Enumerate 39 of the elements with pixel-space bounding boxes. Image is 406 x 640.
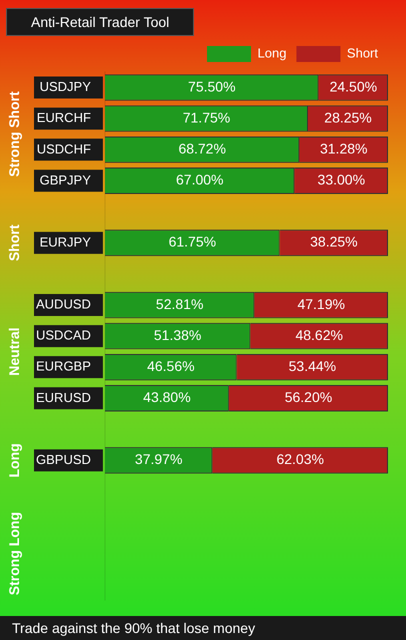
text: Strong Short [6, 91, 22, 177]
data-label: 47.19% [297, 296, 345, 312]
data-label: 75.50% [188, 78, 236, 94]
data-label: 43.80% [143, 389, 191, 406]
data-label: 61.75% [168, 234, 216, 250]
text: Long [6, 443, 22, 478]
data-label: 24.50% [330, 78, 378, 94]
data-label: 71.75% [182, 109, 230, 126]
data-label: 53.44% [288, 358, 336, 374]
y-tick-label: EURJPY [40, 234, 92, 250]
data-label: 38.25% [310, 234, 358, 250]
data-label: 48.62% [295, 326, 343, 343]
y-tick-label: AUDUSD [36, 296, 91, 312]
data-label: 51.38% [154, 326, 202, 343]
y-tick-label: GBPUSD [36, 452, 91, 467]
y-tick-label: USDCHF [36, 141, 91, 156]
data-label: 67.00% [176, 172, 224, 188]
y-tick-label: GBPJPY [40, 172, 92, 188]
legend-label: Short [346, 46, 378, 61]
legend-label: Long [258, 46, 286, 61]
data-label: 46.56% [147, 358, 195, 374]
text: Trade against the 90% that lose money [0, 616, 406, 640]
data-label: 56.20% [284, 389, 332, 406]
data-label: 37.97% [134, 451, 182, 468]
text: Short [6, 224, 22, 262]
y-tick-label: USDJPY [40, 79, 92, 94]
data-label: 31.28% [320, 140, 368, 157]
y-tick-label: EURGBP [36, 358, 91, 374]
text: Strong Long [6, 512, 22, 596]
data-label: 52.81% [156, 296, 204, 312]
data-label: 62.03% [276, 451, 324, 468]
data-label: 28.25% [324, 109, 372, 126]
chart-title: Anti-Retail Trader Tool [6, 8, 194, 36]
y-tick-label: EURUSD [36, 390, 91, 405]
data-label: 68.72% [178, 140, 226, 157]
text: Neutral [6, 328, 22, 376]
y-tick-label: USDCAD [36, 328, 91, 343]
data-label: 33.00% [318, 172, 366, 188]
y-tick-label: EURCHF [36, 110, 91, 126]
